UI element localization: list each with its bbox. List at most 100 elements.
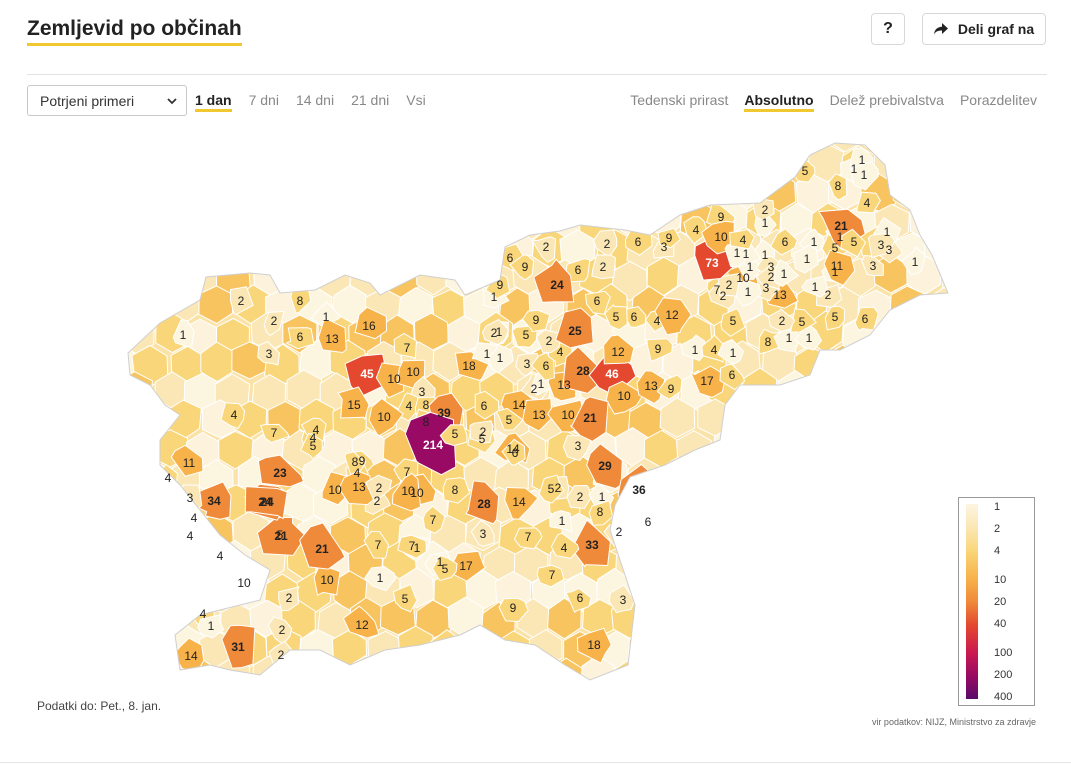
municipality-shape[interactable] <box>940 430 960 469</box>
municipality-shape[interactable] <box>726 629 763 670</box>
municipality-shape[interactable] <box>692 135 729 159</box>
municipality-shape[interactable] <box>906 543 943 583</box>
municipality-shape[interactable] <box>532 135 568 156</box>
municipality-shape[interactable] <box>487 343 514 374</box>
municipality-shape[interactable] <box>588 500 614 526</box>
municipality-shape[interactable] <box>120 285 140 328</box>
municipality-shape[interactable] <box>708 486 746 529</box>
municipality-shape[interactable] <box>924 173 959 214</box>
municipality-shape[interactable] <box>908 368 945 409</box>
municipality-shape[interactable] <box>842 429 879 468</box>
municipality-shape[interactable] <box>469 420 494 444</box>
municipality-shape[interactable] <box>120 628 136 670</box>
municipality-shape[interactable] <box>281 143 318 184</box>
municipality-shape[interactable] <box>659 135 696 152</box>
municipality-shape[interactable] <box>521 309 551 333</box>
municipality-shape[interactable] <box>709 657 746 695</box>
municipality-shape[interactable] <box>462 627 500 669</box>
municipality-shape[interactable] <box>743 141 779 181</box>
municipality-shape[interactable] <box>923 512 959 554</box>
municipality-shape[interactable] <box>794 323 823 351</box>
municipality-shape[interactable] <box>770 228 798 256</box>
municipality-shape[interactable] <box>218 201 253 241</box>
municipality-shape[interactable] <box>347 198 384 240</box>
municipality-shape[interactable] <box>278 586 300 612</box>
municipality-shape[interactable] <box>134 135 171 153</box>
municipality-shape[interactable] <box>481 318 510 346</box>
municipality-shape[interactable] <box>263 310 285 337</box>
municipality-shape[interactable] <box>908 597 945 638</box>
municipality-shape[interactable] <box>318 200 353 242</box>
municipality-shape[interactable] <box>775 487 813 528</box>
municipality-shape[interactable] <box>809 373 846 412</box>
municipality-shape[interactable] <box>889 401 926 443</box>
municipality-shape[interactable] <box>727 571 763 611</box>
municipality-shape[interactable] <box>909 427 946 470</box>
municipality-shape[interactable] <box>416 201 450 243</box>
municipality-shape[interactable] <box>433 171 469 211</box>
municipality-shape[interactable] <box>859 402 895 442</box>
municipality-shape[interactable] <box>773 259 800 287</box>
municipality-shape[interactable] <box>230 286 254 315</box>
tab-7-dni[interactable]: 7 dni <box>248 92 279 108</box>
municipality-shape[interactable] <box>165 169 202 212</box>
municipality-shape[interactable] <box>744 542 782 581</box>
municipality-shape[interactable] <box>659 397 696 438</box>
municipality-shape[interactable] <box>735 280 762 307</box>
municipality-shape[interactable] <box>231 228 267 270</box>
municipality-shape[interactable] <box>413 143 450 182</box>
municipality-shape[interactable] <box>792 455 829 498</box>
municipality-shape[interactable] <box>497 173 533 216</box>
municipality-shape[interactable] <box>397 534 427 559</box>
municipality-shape[interactable] <box>413 657 449 695</box>
municipality-shape[interactable] <box>120 457 140 498</box>
municipality-shape[interactable] <box>942 313 960 354</box>
municipality-shape[interactable] <box>806 487 844 527</box>
municipality-shape[interactable] <box>828 629 865 669</box>
tab-porazdelitev[interactable]: Porazdelitev <box>959 92 1037 108</box>
municipality-shape[interactable] <box>860 343 896 383</box>
municipality-shape[interactable] <box>120 597 153 639</box>
municipality-shape[interactable] <box>442 477 471 504</box>
municipality-shape[interactable] <box>658 515 694 556</box>
municipality-shape[interactable] <box>167 135 205 157</box>
municipality-shape[interactable] <box>890 572 927 613</box>
municipality-shape[interactable] <box>794 627 832 669</box>
municipality-shape[interactable] <box>219 143 255 184</box>
municipality-shape[interactable] <box>729 228 755 250</box>
municipality-shape[interactable] <box>501 438 526 466</box>
municipality-shape[interactable] <box>659 170 696 210</box>
municipality-shape[interactable] <box>564 169 601 211</box>
municipality-shape[interactable] <box>759 135 796 153</box>
municipality-shape[interactable] <box>474 390 500 420</box>
municipality-shape[interactable] <box>778 600 815 641</box>
municipality-shape[interactable] <box>826 569 862 611</box>
municipality-shape[interactable] <box>470 519 495 547</box>
municipality-shape[interactable] <box>430 229 467 269</box>
municipality-shape[interactable] <box>353 306 388 340</box>
municipality-shape[interactable] <box>845 657 880 695</box>
municipality-shape[interactable] <box>908 486 945 528</box>
municipality-shape[interactable] <box>840 372 875 414</box>
municipality-shape[interactable] <box>480 145 518 185</box>
municipality-shape[interactable] <box>337 386 370 421</box>
municipality-shape[interactable] <box>892 625 927 666</box>
municipality-shape[interactable] <box>382 657 419 695</box>
municipality-shape[interactable] <box>566 484 592 510</box>
municipality-shape[interactable] <box>644 144 681 184</box>
municipality-shape[interactable] <box>709 539 746 579</box>
municipality-shape[interactable] <box>120 430 155 471</box>
municipality-shape[interactable] <box>712 145 749 184</box>
municipality-shape[interactable] <box>148 144 185 183</box>
municipality-shape[interactable] <box>808 600 846 641</box>
municipality-shape[interactable] <box>120 515 139 554</box>
municipality-shape[interactable] <box>627 628 663 669</box>
municipality-shape[interactable] <box>603 334 635 365</box>
municipality-shape[interactable] <box>363 135 401 158</box>
municipality-shape[interactable] <box>483 198 519 240</box>
municipality-shape[interactable] <box>675 600 712 641</box>
municipality-shape[interactable] <box>824 344 861 385</box>
municipality-shape[interactable] <box>257 341 281 366</box>
municipality-shape[interactable] <box>775 427 811 467</box>
municipality-shape[interactable] <box>840 228 867 258</box>
